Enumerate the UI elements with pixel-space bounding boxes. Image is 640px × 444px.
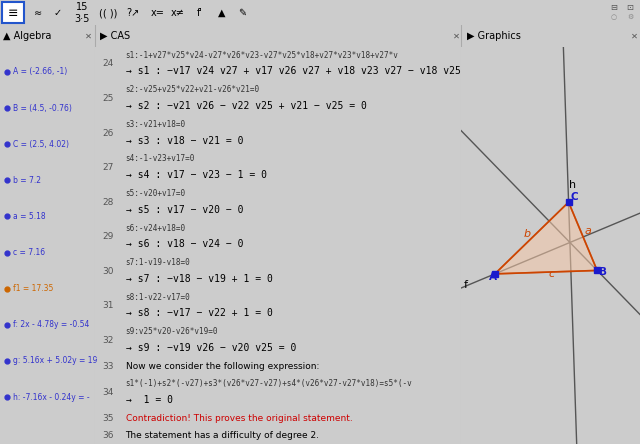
Text: ▲: ▲: [218, 8, 226, 18]
Text: 31: 31: [102, 301, 114, 310]
Text: 29: 29: [102, 232, 114, 241]
Text: →  1 = 0: → 1 = 0: [125, 395, 173, 405]
Text: ✕: ✕: [84, 32, 92, 40]
Text: x≠: x≠: [171, 8, 185, 18]
Text: B = (4.5, -0.76): B = (4.5, -0.76): [13, 103, 72, 112]
Text: → s4 : v17 − v23 − 1 = 0: → s4 : v17 − v23 − 1 = 0: [125, 170, 266, 180]
Text: x=: x=: [151, 8, 165, 18]
Text: 15
3·5: 15 3·5: [74, 2, 90, 24]
Text: 27: 27: [102, 163, 114, 172]
Text: ?↗: ?↗: [126, 8, 140, 18]
Text: s1:-1+v27*v25*v24-v27*v26*v23-v27*v25*v18+v27*v23*v18+v27*v: s1:-1+v27*v25*v24-v27*v26*v23-v27*v25*v1…: [125, 51, 398, 60]
Polygon shape: [495, 202, 597, 274]
Text: ⊟: ⊟: [611, 3, 618, 12]
Text: A: A: [489, 272, 497, 282]
Text: → s6 : v18 − v24 − 0: → s6 : v18 − v24 − 0: [125, 239, 243, 249]
Text: a: a: [585, 226, 592, 236]
Text: h: h: [569, 180, 576, 190]
Text: f: f: [463, 280, 468, 290]
Text: s6:-v24+v18=0: s6:-v24+v18=0: [125, 223, 186, 233]
Text: 25: 25: [102, 94, 114, 103]
FancyBboxPatch shape: [2, 2, 24, 23]
Text: ≡: ≡: [8, 7, 19, 20]
Text: The statement has a difficulty of degree 2.: The statement has a difficulty of degree…: [125, 431, 319, 440]
Text: f: 2x - 4.78y = -0.54: f: 2x - 4.78y = -0.54: [13, 320, 90, 329]
Text: Contradiction! This proves the original statement.: Contradiction! This proves the original …: [125, 413, 352, 423]
Text: f1 = 17.35: f1 = 17.35: [13, 284, 54, 293]
Text: → s3 : v18 − v21 = 0: → s3 : v18 − v21 = 0: [125, 135, 243, 146]
Text: c: c: [549, 269, 555, 279]
Text: ≈: ≈: [34, 8, 42, 18]
Text: ✕: ✕: [452, 32, 460, 40]
Text: ▶ Graphics: ▶ Graphics: [467, 31, 520, 41]
Text: s7:1-v19-v18=0: s7:1-v19-v18=0: [125, 258, 190, 267]
Text: s9:v25*v20-v26*v19=0: s9:v25*v20-v26*v19=0: [125, 327, 218, 336]
Text: c = 7.16: c = 7.16: [13, 248, 45, 257]
Text: C: C: [570, 192, 578, 202]
Text: A = (-2.66, -1): A = (-2.66, -1): [13, 67, 67, 76]
Text: g: 5.16x + 5.02y = 19: g: 5.16x + 5.02y = 19: [13, 357, 98, 365]
Text: → s9 : −v19 v26 − v20 v25 = 0: → s9 : −v19 v26 − v20 v25 = 0: [125, 343, 296, 353]
Text: s3:-v21+v18=0: s3:-v21+v18=0: [125, 120, 186, 129]
Text: B: B: [599, 267, 607, 278]
Text: s5:-v20+v17=0: s5:-v20+v17=0: [125, 189, 186, 198]
Text: s2:-v25+v25*v22+v21-v26*v21=0: s2:-v25+v25*v22+v21-v26*v21=0: [125, 85, 260, 94]
Text: 34: 34: [102, 388, 114, 396]
Text: 30: 30: [102, 267, 114, 276]
Text: ⊡: ⊡: [627, 3, 634, 12]
Text: s1*(-1)+s2*(-v27)+s3*(v26*v27-v27)+s4*(v26*v27-v27*v18)=s5*(-v: s1*(-1)+s2*(-v27)+s3*(v26*v27-v27)+s4*(v…: [125, 379, 412, 388]
Text: → s5 : v17 − v20 − 0: → s5 : v17 − v20 − 0: [125, 205, 243, 215]
Text: 28: 28: [102, 198, 114, 206]
Text: h: -7.16x - 0.24y = -: h: -7.16x - 0.24y = -: [13, 392, 90, 401]
Text: s8:1-v22-v17=0: s8:1-v22-v17=0: [125, 293, 190, 301]
Text: ○: ○: [611, 14, 617, 20]
Text: 26: 26: [102, 128, 114, 138]
Text: b: b: [523, 229, 531, 238]
Text: ▶ CAS: ▶ CAS: [100, 31, 130, 41]
Text: ✎: ✎: [238, 8, 246, 18]
Text: Now we consider the following expression:: Now we consider the following expression…: [125, 362, 319, 371]
Text: ✕: ✕: [631, 32, 638, 40]
Text: f': f': [197, 8, 203, 18]
Text: 32: 32: [102, 336, 114, 345]
Text: b = 7.2: b = 7.2: [13, 176, 41, 185]
Text: ⚙: ⚙: [627, 14, 633, 20]
Text: → s2 : −v21 v26 − v22 v25 + v21 − v25 = 0: → s2 : −v21 v26 − v22 v25 + v21 − v25 = …: [125, 101, 366, 111]
Text: ▲ Algebra: ▲ Algebra: [3, 31, 52, 41]
Text: 24: 24: [102, 59, 113, 68]
Text: 33: 33: [102, 362, 114, 371]
Text: s4:-1-v23+v17=0: s4:-1-v23+v17=0: [125, 155, 195, 163]
Text: a = 5.18: a = 5.18: [13, 212, 46, 221]
Text: → s8 : −v17 − v22 + 1 = 0: → s8 : −v17 − v22 + 1 = 0: [125, 309, 273, 318]
Text: 36: 36: [102, 431, 114, 440]
Text: → s1 : −v17 v24 v27 + v17 v26 v27 + v18 v23 v27 − v18 v25: → s1 : −v17 v24 v27 + v17 v26 v27 + v18 …: [125, 67, 460, 76]
Text: 35: 35: [102, 413, 114, 423]
Text: → s7 : −v18 − v19 + 1 = 0: → s7 : −v18 − v19 + 1 = 0: [125, 274, 273, 284]
Text: ✓: ✓: [54, 8, 62, 18]
Text: (( )): (( )): [99, 8, 117, 18]
Text: C = (2.5, 4.02): C = (2.5, 4.02): [13, 140, 69, 149]
